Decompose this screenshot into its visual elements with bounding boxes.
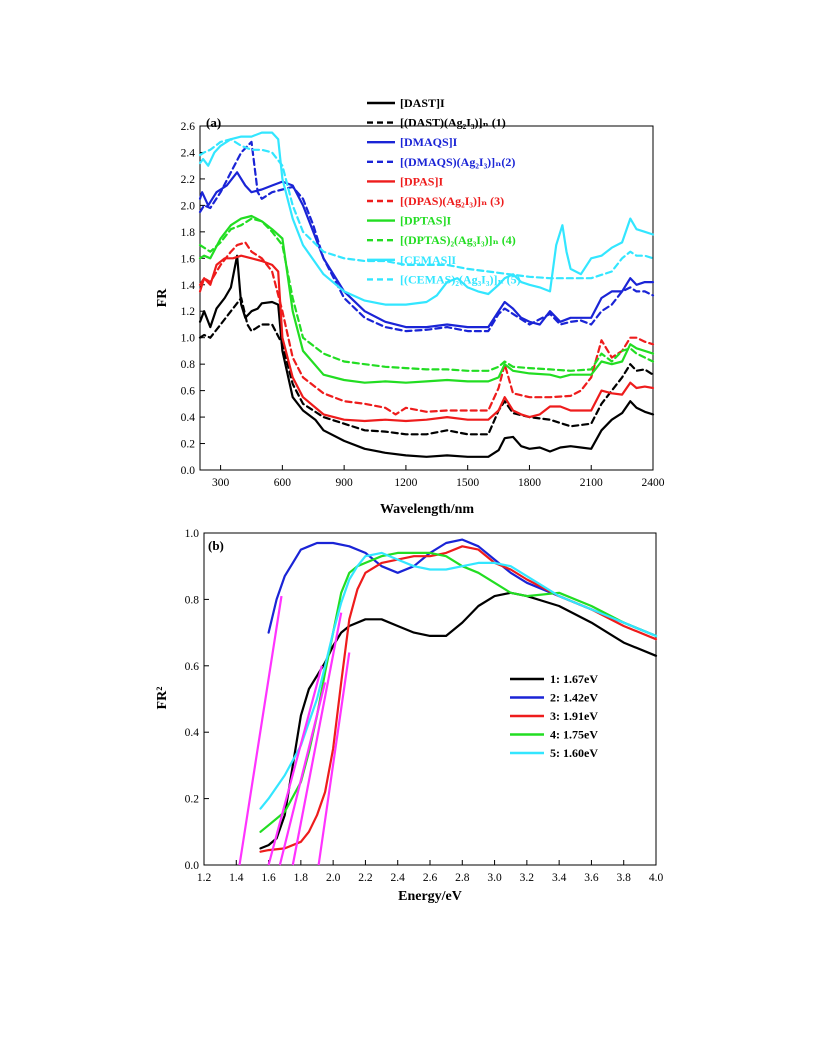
x-tick-label-a: 900 [336,477,354,489]
plot-frame-a [199,125,654,471]
series-line-b-5 [259,551,658,810]
x-tick-label-b: 2.2 [358,872,373,884]
x-tick-label-b: 3.0 [487,872,502,884]
linear-fit-line-5 [317,652,351,866]
series-line-a-6 [198,241,655,416]
y-axis-label-a: FR [155,288,170,308]
y-tick-label-a: 2.4 [181,147,196,159]
series-line-a-2 [198,296,655,436]
series-line-a-9 [198,131,655,306]
y-tick-label-a: 0.0 [181,465,196,477]
legend-label-b-5: 5: 1.60eV [550,746,598,760]
legend-label-a-2: [(DAST)(Ag₂I₃)]ₙ (1) [400,116,506,130]
y-tick-label-a: 1.4 [181,280,196,292]
y-tick-label-b: 0.4 [185,727,200,739]
series-line-a-8 [198,217,655,372]
series-line-a-7 [198,214,655,384]
y-tick-label-a: 1.0 [181,333,196,345]
chart-panel-a: (a) Wavelength/nm FR 300 600 900 1200 1500 18… [155,96,665,517]
y-tick-label-b: 0.0 [185,860,200,872]
x-axis-label-b: Energy/eV [398,889,462,904]
x-axis-label-a: Wavelength/nm [380,502,474,517]
legend-label-a-3: [DMAQS]I [400,135,458,149]
y-tick-label-a: 2.2 [181,174,196,186]
chart-panel-b: (b) Energy/eV FR² 1.2 1.4 1.6 1.8 2.0 2.2 2.4 2… [155,528,663,904]
legend-label-b-3: 3: 1.91eV [550,709,598,723]
legend-label-a-8: [(DPTAS)₂(Ag₃I₃)]ₙ (4) [400,233,516,247]
x-tick-label-b: 3.2 [520,872,535,884]
x-tick-label-b: 2.4 [391,872,406,884]
legend-label-a-10: [(CEMAS)₂(Ag₃I₃)]ₙ (5) [400,272,521,286]
linear-fit-line-2 [267,665,323,866]
y-tick-label-b: 0.2 [185,794,200,806]
x-tick-label-b: 3.4 [552,872,567,884]
series-line-b-2 [267,538,658,638]
y-tick-label-a: 1.6 [181,253,196,265]
y-tick-label-b: 1.0 [185,528,200,540]
series-line-a-4 [198,140,655,333]
legend-label-b-2: 2: 1.42eV [550,691,598,705]
x-tick-label-a: 1200 [394,477,417,489]
y-tick-label-a: 0.4 [181,412,196,424]
linear-fit-line-4 [291,612,343,866]
legend-label-b-4: 4: 1.75eV [550,728,598,742]
legend-label-a-6: [(DPAS)(Ag₂I₃)]ₙ (3) [400,194,504,208]
legend-label-a-1: [DAST]I [400,96,445,110]
legend-label-a-4: [(DMAQS)(Ag₂I₃)]ₙ(2) [400,155,515,169]
series-line-a-10 [198,138,655,280]
y-tick-label-b: 0.8 [185,594,200,606]
x-tick-label-b: 4.0 [649,872,664,884]
y-tick-label-a: 0.8 [181,359,196,371]
legend-label-b-1: 1: 1.67eV [550,672,598,686]
y-tick-label-b: 0.6 [185,661,200,673]
panel-label-b: (b) [208,538,224,553]
y-tick-label-a: 1.8 [181,227,196,239]
legend-label-a-9: [CEMAS]I [400,253,456,267]
y-tick-label-a: 2.6 [181,121,196,133]
y-tick-label-a: 0.6 [181,386,196,398]
x-tick-label-b: 2.6 [423,872,438,884]
legend-label-a-5: [DPAS]I [400,174,443,188]
x-tick-label-b: 2.0 [326,872,341,884]
x-tick-label-a: 600 [274,477,292,489]
x-tick-label-b: 3.8 [617,872,632,884]
x-tick-label-a: 1500 [456,477,479,489]
x-tick-label-a: 2100 [580,477,603,489]
y-tick-label-a: 2.0 [181,200,196,212]
series-line-a-3 [198,171,655,329]
x-tick-label-a: 300 [212,477,230,489]
x-tick-label-a: 2400 [642,477,665,489]
series-line-b-3 [259,545,658,853]
x-tick-label-a: 1800 [518,477,541,489]
x-tick-label-b: 1.4 [229,872,244,884]
panel-label-a: (a) [206,115,221,130]
x-tick-label-b: 3.6 [584,872,599,884]
x-tick-label-b: 2.8 [455,872,470,884]
y-tick-label-a: 1.2 [181,306,196,318]
linear-fit-line-3 [278,682,327,866]
y-axis-label-b: FR² [155,687,170,710]
series-line-a-1 [198,254,655,458]
y-tick-label-a: 0.2 [181,439,196,451]
series-line-a-5 [198,254,655,423]
x-tick-label-b: 1.8 [294,872,309,884]
x-tick-label-b: 1.6 [261,872,276,884]
linear-fit-line-1 [238,595,283,866]
x-tick-label-b: 1.2 [197,872,212,884]
legend-label-a-7: [DPTAS]I [400,214,451,228]
